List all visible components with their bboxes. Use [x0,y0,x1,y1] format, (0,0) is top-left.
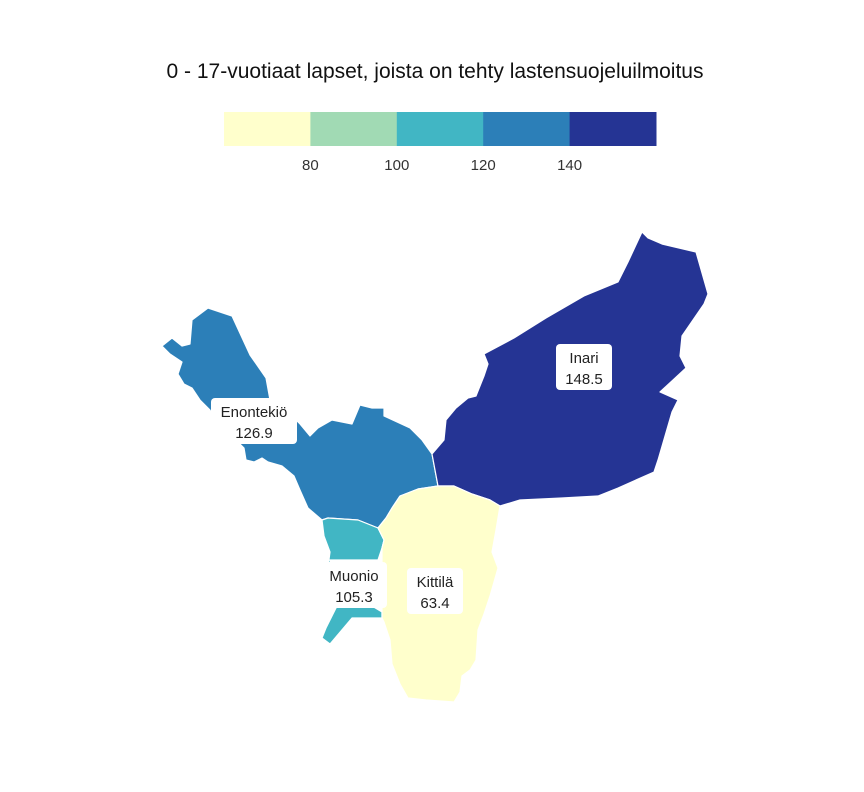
map-regions [161,231,709,703]
region-value-label: 105.3 [335,589,373,606]
region-label: Inari 148.5 [556,344,612,390]
region-value-label: 63.4 [420,595,449,612]
legend-tick-label: 100 [384,157,409,174]
legend-swatch-4 [569,112,657,146]
region-value-label: 126.9 [235,425,273,442]
region-enontekio[interactable] [161,307,439,529]
region-name-label: Muonio [329,568,378,585]
label-box [556,344,612,390]
region-label: Enontekiö 126.9 [211,398,297,444]
label-box [407,568,463,614]
region-label: Muonio 105.3 [321,562,387,608]
legend-swatch-2 [396,112,484,146]
legend-tick-label: 120 [471,157,496,174]
label-box [211,398,297,444]
label-box [321,562,387,608]
legend-swatch-1 [310,112,398,146]
region-name-label: Inari [569,350,598,367]
region-value-label: 148.5 [565,371,603,388]
region-labels: Enontekiö 126.9 Inari 148.5 Muonio 105.3 Kitti… [211,344,612,614]
legend-swatch-3 [483,112,571,146]
color-legend: 80 100 120 140 [224,112,657,174]
legend-tick-label: 140 [557,157,582,174]
chart-title: 0 - 17-vuotiaat lapset, joista on tehty … [167,60,704,83]
region-name-label: Enontekiö [221,404,288,421]
region-name-label: Kittilä [417,574,454,591]
region-label: Kittilä 63.4 [407,568,463,614]
legend-swatch-0 [224,112,311,146]
legend-tick-label: 80 [302,157,319,174]
